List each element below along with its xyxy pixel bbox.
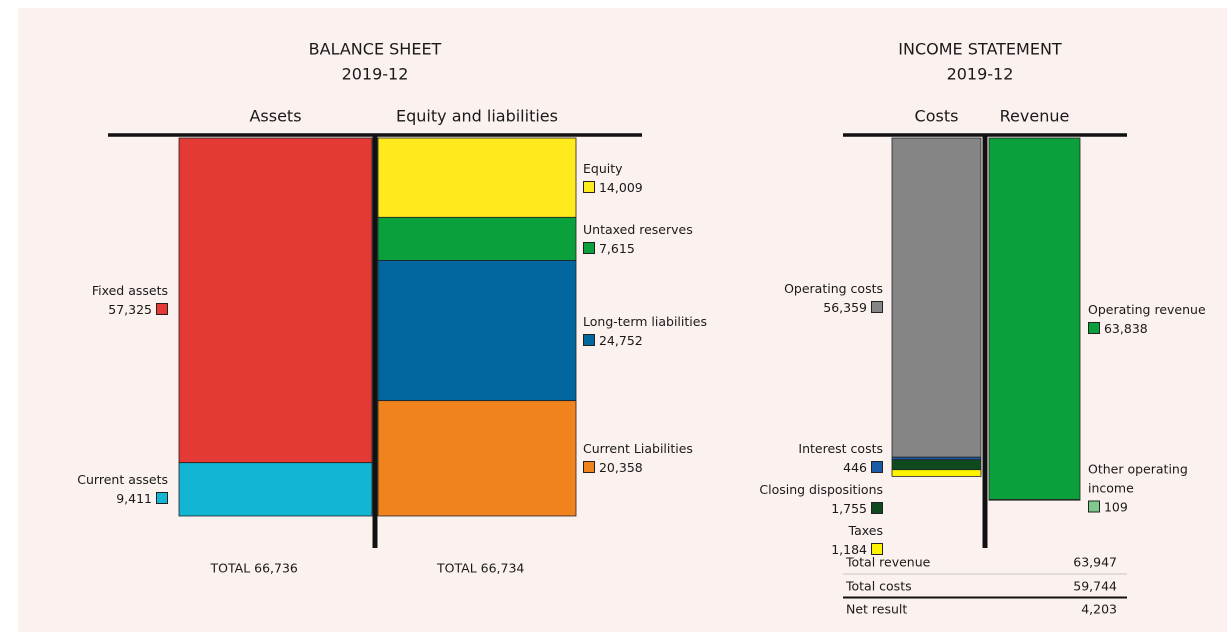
segment — [178, 462, 373, 517]
segment — [988, 137, 1081, 500]
segment-value: 20,358 — [598, 460, 643, 476]
legend-swatch — [583, 461, 595, 474]
summary-label: Total revenue — [846, 554, 931, 570]
summary-label: Net result — [846, 601, 908, 617]
column-header: Assets — [249, 107, 301, 126]
legend-swatch — [583, 241, 595, 254]
legend-swatch — [583, 333, 595, 346]
segment-label: Untaxed reserves 7,615 — [583, 220, 708, 258]
segment-name: Long-term liabilities — [583, 313, 707, 329]
summary-label: Total costs — [846, 578, 912, 593]
segment-name: Operating costs — [784, 280, 883, 296]
segment-name: Current assets — [77, 472, 168, 488]
segment-name: Fixed assets — [91, 283, 168, 299]
segment-value: 24,752 — [598, 332, 643, 348]
segment-name: Interest costs — [798, 441, 883, 457]
segment-value: 109 — [1103, 499, 1128, 515]
legend-swatch — [871, 543, 883, 556]
segment-label: Operating costs 56,359 — [784, 279, 883, 317]
segment-label: Current assets 9,411 — [77, 470, 168, 508]
column-header: Revenue — [1000, 107, 1070, 126]
legend-swatch — [583, 180, 595, 193]
legend-swatch — [156, 303, 168, 316]
segment-label: Current Liabilities 20,358 — [583, 439, 708, 477]
segment — [377, 400, 577, 517]
segment-value: 1,184 — [831, 542, 868, 558]
segment-value: 7,615 — [598, 240, 635, 256]
segment-label: Other operating income 109 — [1088, 459, 1213, 516]
segment — [377, 216, 577, 261]
chart-subtitle: 2019-12 — [947, 65, 1014, 84]
segment-value: 9,411 — [116, 491, 153, 507]
segment — [891, 469, 982, 477]
segment-label: Operating revenue 63,838 — [1088, 300, 1213, 338]
segment-label: Taxes 1,184 — [831, 521, 883, 559]
segment-name: Untaxed reserves — [583, 221, 693, 237]
legend-swatch — [1088, 500, 1100, 513]
segment — [377, 260, 577, 402]
segment-value: 57,325 — [108, 302, 153, 318]
column-header: Costs — [915, 107, 959, 126]
chart-subtitle: 2019-12 — [342, 65, 409, 84]
segment-name: Current Liabilities — [583, 441, 693, 457]
segment-name: Operating revenue — [1088, 301, 1206, 317]
summary-value: 4,203 — [1081, 601, 1117, 617]
legend-swatch — [1088, 321, 1100, 334]
summary-value: 63,947 — [1073, 554, 1117, 570]
legend-swatch — [871, 300, 883, 313]
segment-value: 1,755 — [831, 501, 868, 517]
segment-label: Closing dispositions 1,755 — [759, 480, 883, 518]
legend-swatch — [156, 492, 168, 505]
segment — [988, 499, 1081, 501]
segment-value: 14,009 — [598, 179, 643, 195]
segment — [178, 137, 373, 464]
segment-name: Taxes — [848, 523, 883, 539]
segment-value: 446 — [843, 460, 868, 476]
segment-label: Long-term liabilities 24,752 — [583, 312, 708, 350]
segment — [891, 459, 982, 471]
segment-value: 56,359 — [823, 299, 868, 315]
segment-label: Equity 14,009 — [583, 159, 708, 197]
segment-name: Equity — [583, 160, 623, 176]
column-header: Equity and liabilities — [396, 107, 558, 126]
total-label: TOTAL 66,736 — [210, 560, 298, 576]
segment-value: 63,838 — [1103, 320, 1148, 336]
segment-name: Other operating income — [1088, 461, 1188, 496]
total-label: TOTAL 66,734 — [437, 560, 525, 576]
segment — [377, 137, 577, 218]
chart-title: INCOME STATEMENT — [898, 40, 1062, 59]
legend-swatch — [871, 461, 883, 474]
segment-label: Interest costs 446 — [798, 439, 883, 477]
segment — [891, 137, 982, 458]
legend-swatch — [871, 502, 883, 515]
summary-value: 59,744 — [1073, 578, 1117, 593]
segment-label: Fixed assets 57,325 — [92, 281, 168, 319]
segment-name: Closing dispositions — [759, 482, 883, 498]
chart-title: BALANCE SHEET — [309, 40, 442, 59]
